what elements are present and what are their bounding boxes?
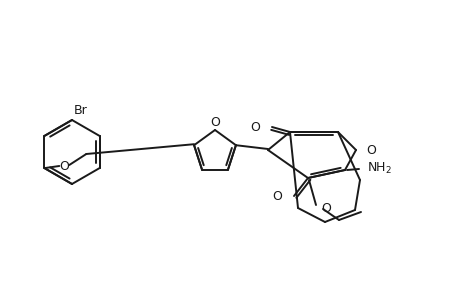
Text: NH$_2$: NH$_2$ bbox=[366, 160, 391, 175]
Text: O: O bbox=[320, 202, 330, 214]
Text: O: O bbox=[250, 121, 259, 134]
Text: O: O bbox=[365, 143, 375, 157]
Text: O: O bbox=[272, 190, 281, 202]
Text: O: O bbox=[59, 160, 69, 172]
Text: Br: Br bbox=[74, 103, 88, 116]
Text: O: O bbox=[210, 116, 219, 128]
